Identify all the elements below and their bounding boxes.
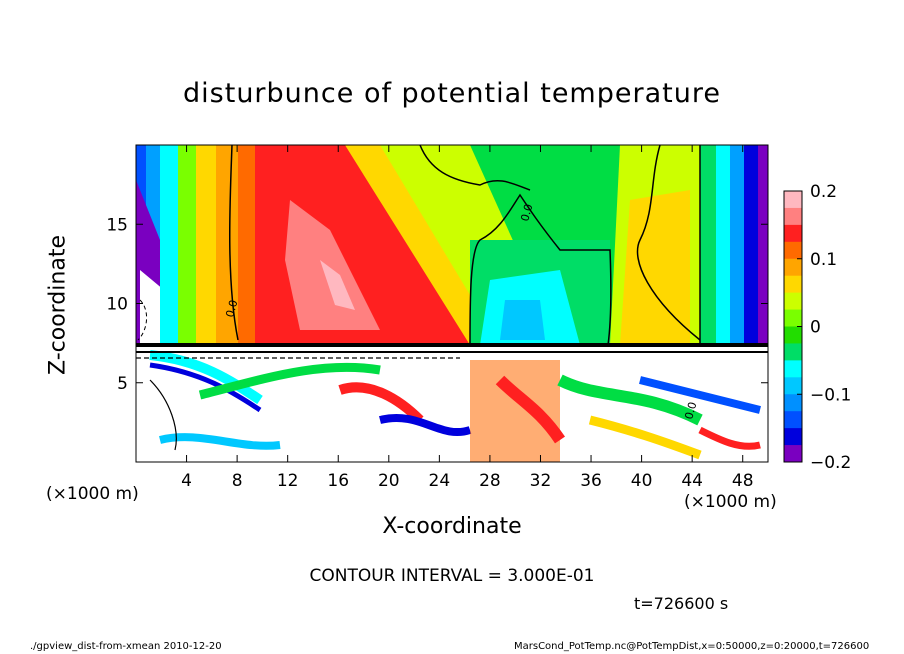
colorbar-segment — [784, 326, 802, 344]
colorbar-segment — [784, 275, 802, 294]
colorbar-segment — [784, 428, 802, 446]
colorbar-segment — [784, 258, 802, 277]
colorbar-tick-label: −0.1 — [810, 385, 851, 405]
colorbar-tick-label: 0.1 — [810, 250, 837, 270]
y-tick-label: 15 — [106, 215, 128, 235]
colorbar-segment — [784, 292, 802, 311]
colorbar-segment — [784, 224, 802, 243]
x-tick-label: 44 — [681, 471, 703, 491]
colorbar-segment — [784, 309, 802, 327]
footer-left: ./gpview_dist-from-xmean 2010-12-20 — [30, 641, 222, 652]
colorbar-tick-label: 0.2 — [810, 182, 837, 202]
x-tick-label: 48 — [732, 471, 754, 491]
heatmap-field: 0.0 0.0 0.0 — [136, 145, 768, 462]
colorbar-segment — [784, 411, 802, 429]
colorbar-tick-label: −0.2 — [810, 453, 851, 473]
chart-title: disturbunce of potential temperature — [183, 78, 721, 109]
contour-interval: CONTOUR INTERVAL = 3.000E-01 — [309, 566, 595, 586]
x-axis-label: X-coordinate — [382, 514, 522, 539]
x-tick-label: 40 — [631, 471, 653, 491]
x-tick-label: 32 — [530, 471, 552, 491]
x-tick-label: 36 — [580, 471, 602, 491]
colorbar-segment — [784, 191, 802, 209]
colorbar-segment — [784, 207, 802, 226]
x-axis-ticks: 4 8 12 16 20 24 28 32 36 40 44 48 — [181, 145, 754, 491]
x-unit-label-right: (×1000 m) — [684, 492, 777, 512]
x-tick-label: 4 — [181, 471, 192, 491]
colorbar-segment — [784, 445, 802, 463]
x-tick-label: 20 — [378, 471, 400, 491]
x-tick-label: 8 — [232, 471, 243, 491]
contour-label: 0.0 — [682, 401, 699, 421]
colorbar-segment — [784, 241, 802, 260]
colorbar-segment — [784, 343, 802, 361]
colorbar-segment — [784, 360, 802, 378]
contour-label: 0.0 — [518, 203, 535, 223]
colorbar-segment — [784, 377, 802, 395]
x-tick-label: 24 — [429, 471, 451, 491]
x-tick-label: 12 — [277, 471, 299, 491]
x-unit-label-left: (×1000 m) — [46, 484, 139, 504]
x-tick-label: 16 — [327, 471, 349, 491]
colorbar-segment — [784, 394, 802, 412]
colorbar-tick-label: 0 — [810, 318, 821, 338]
y-tick-label: 10 — [106, 295, 128, 315]
y-axis-label: Z-coordinate — [45, 235, 71, 375]
x-tick-label: 28 — [479, 471, 501, 491]
contour-label: 0.0 — [223, 299, 240, 319]
colorbar: 0.2 0.1 0 −0.1 −0.2 — [783, 182, 851, 473]
time-label: t=726600 s — [634, 594, 729, 613]
y-tick-label: 5 — [117, 374, 128, 394]
y-axis-ticks: 5 10 15 — [106, 215, 768, 394]
footer-right: MarsCond_PotTemp.nc@PotTempDist,x=0:5000… — [514, 641, 870, 652]
